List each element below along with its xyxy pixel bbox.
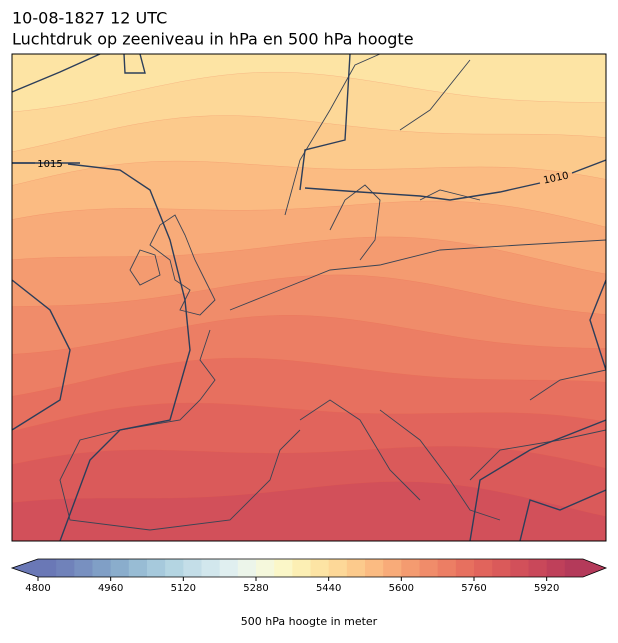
title: 10-08-1827 12 UTC xyxy=(12,9,167,28)
subtitle: Luchtdruk op zeeniveau in hPa en 500 hPa… xyxy=(12,30,414,49)
height-field xyxy=(12,54,606,541)
colorbar-bin xyxy=(455,559,475,577)
colorbar-bin xyxy=(401,559,420,577)
colorbar-bin xyxy=(201,559,221,577)
colorbar-bin xyxy=(56,559,75,577)
colorbar-bin xyxy=(38,559,57,577)
height-band xyxy=(12,481,606,541)
colorbar-tick-label: 5440 xyxy=(316,583,341,594)
colorbar-bin xyxy=(165,559,184,577)
colorbar-bin xyxy=(147,559,166,577)
colorbar-bin xyxy=(492,559,511,577)
colorbar-outline xyxy=(10,558,608,578)
colorbar-bin xyxy=(510,559,529,577)
colorbar-bin xyxy=(546,559,566,577)
colorbar-tick-label: 4800 xyxy=(25,583,50,594)
colorbar-bin xyxy=(383,559,402,577)
colorbar-bin xyxy=(564,559,584,577)
colorbar-bin xyxy=(292,559,311,577)
colorbar: 4800 4960 5120 5280 5440 5600 5760 5920 xyxy=(10,558,608,594)
isobar-label: 1010 xyxy=(543,170,570,186)
colorbar-extend-high xyxy=(583,559,606,577)
coastlines xyxy=(59,54,606,531)
isobars xyxy=(12,54,606,541)
colorbar-bin xyxy=(219,559,239,577)
colorbar-bin xyxy=(183,559,202,577)
colorbar-bin xyxy=(256,559,275,577)
map-frame xyxy=(11,53,607,542)
colorbar-tick-label: 5120 xyxy=(171,583,196,594)
colorbar-bin xyxy=(92,559,112,577)
colorbar-tick-label: 5920 xyxy=(534,583,559,594)
colorbar-bin xyxy=(274,559,293,577)
colorbar-bin xyxy=(437,559,457,577)
colorbar-label: 500 hPa hoogte in meter xyxy=(241,615,378,628)
colorbar-tick-label: 4960 xyxy=(98,583,123,594)
colorbar-extend-low xyxy=(12,559,38,577)
colorbar-bin xyxy=(419,559,439,577)
colorbar-bin xyxy=(110,559,130,577)
colorbar-bin xyxy=(346,559,366,577)
colorbar-bin xyxy=(310,559,330,577)
colorbar-bin xyxy=(328,559,348,577)
colorbar-tick-label: 5280 xyxy=(243,583,268,594)
colorbar-bin xyxy=(74,559,93,577)
colorbar-bin xyxy=(528,559,548,577)
isobar-label: 1015 xyxy=(37,159,62,170)
colorbar-bin xyxy=(365,559,384,577)
colorbar-bin xyxy=(128,559,148,577)
colorbar-bin xyxy=(237,559,257,577)
colorbar-tick-label: 5760 xyxy=(461,583,486,594)
colorbar-bin xyxy=(474,559,493,577)
colorbar-tick-label: 5600 xyxy=(389,583,414,594)
